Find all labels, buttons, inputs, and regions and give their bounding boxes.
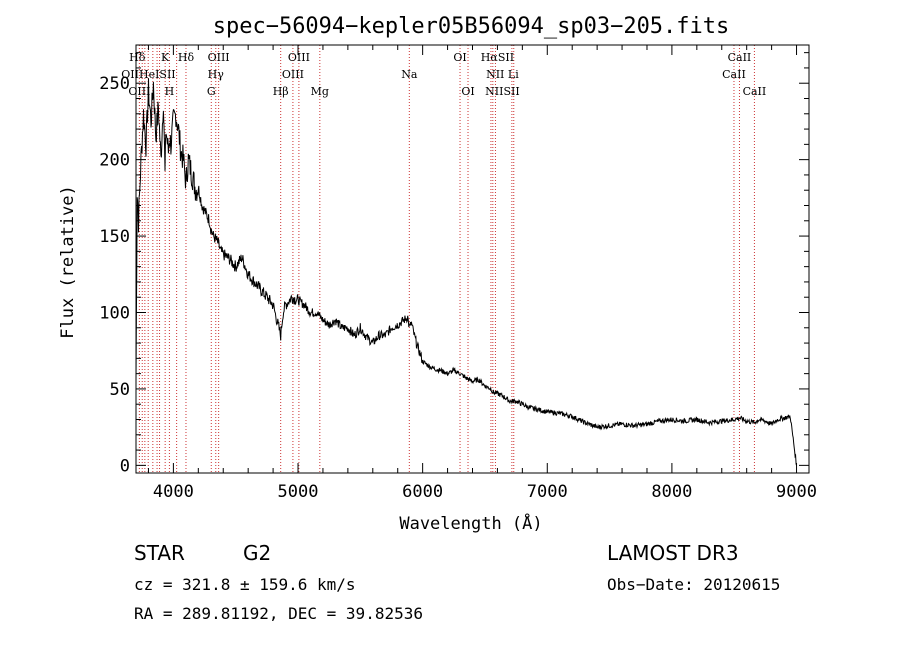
y-tick-label: 0: [120, 456, 130, 476]
coordinates: RA = 289.81192, DEC = 39.82536: [134, 604, 423, 623]
spectral-line-label: OIII: [288, 51, 310, 64]
observation-date: Obs−Date: 20120615: [607, 575, 781, 594]
spectral-line-label: H: [165, 85, 175, 98]
y-tick-label: 50: [110, 380, 130, 400]
spectral-line-label: HαSII: [481, 51, 514, 64]
y-axis-label: Flux (relative): [58, 185, 78, 339]
spectral-line-label: K: [161, 51, 170, 64]
spectral-line-label: OIII: [128, 85, 150, 98]
spectral-line-label: Hδ: [129, 51, 146, 64]
spectral-line-label: CaII: [728, 51, 752, 64]
x-tick-label: 4000: [153, 482, 194, 502]
spectral-line-label: OIIHeISII: [121, 68, 175, 81]
x-axis-ticks: 4000 5000 6000 7000 8000 9000: [147, 45, 817, 502]
spectral-line-label: Hγ: [208, 68, 225, 81]
spectral-line-label: G: [207, 85, 216, 98]
spectral-line-label: Na: [401, 68, 418, 81]
y-tick-label: 250: [99, 74, 130, 94]
x-tick-label: 8000: [651, 482, 692, 502]
spectral-line-label: OI: [461, 85, 474, 98]
spectral-subclass: G2: [243, 541, 272, 565]
x-axis-label: Wavelength (Å): [399, 512, 542, 534]
y-tick-label: 100: [99, 304, 130, 324]
y-axis-ticks: 0 50 100 150 200 250: [99, 52, 809, 476]
spectral-line-label: OIII: [208, 51, 230, 64]
chart-title: spec−56094−kepler05B56094_sp03−205.fits: [213, 14, 730, 39]
x-tick-label: 6000: [402, 482, 443, 502]
x-tick-label: 5000: [278, 482, 319, 502]
spectrum-line: [135, 78, 797, 466]
spectral-line-label: Hδ: [178, 51, 195, 64]
object-type: STAR: [134, 541, 185, 565]
marker-lines: [138, 45, 755, 473]
spectral-line-label: OIII: [282, 68, 304, 81]
survey-name: LAMOST DR3: [607, 541, 739, 565]
spectral-line-label: Hβ: [273, 85, 289, 98]
spectral-line-label: NII Li: [486, 68, 519, 81]
spectral-line-label: NIISII: [485, 85, 520, 98]
plot-frame: [135, 44, 810, 474]
spectral-line-label: OI: [453, 51, 466, 64]
marker-labels: Hδ K Hδ OIII OIII OI HαSII CaII OIIHeISII Hγ OIII N…: [121, 51, 766, 98]
redshift-velocity: cz = 321.8 ± 159.6 km/s: [134, 575, 356, 594]
x-tick-label: 9000: [776, 482, 817, 502]
spectral-line-label: CaII: [722, 68, 746, 81]
x-tick-label: 7000: [527, 482, 568, 502]
y-tick-label: 200: [99, 151, 130, 171]
spectral-line-label: CaII: [743, 85, 767, 98]
y-tick-label: 150: [99, 227, 130, 247]
spectral-line-label: Mg: [311, 85, 329, 98]
